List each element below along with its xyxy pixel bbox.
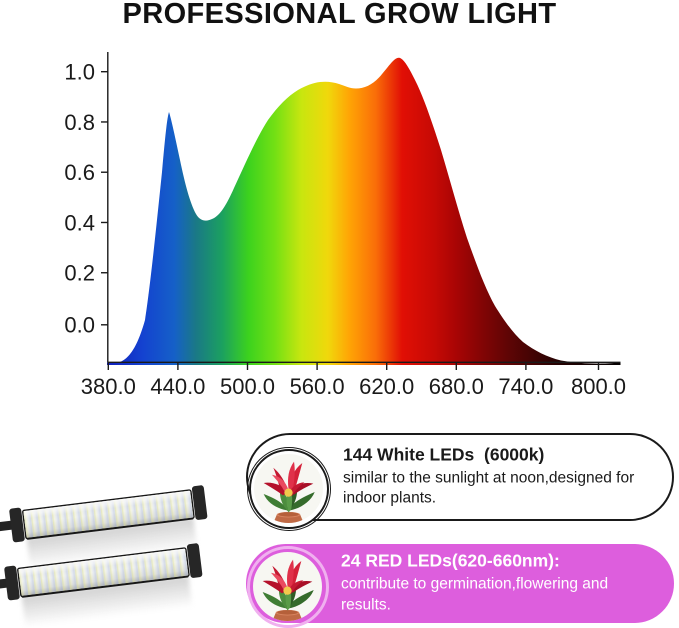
svg-text:0.2: 0.2	[64, 261, 95, 286]
svg-text:680.0: 680.0	[429, 374, 484, 399]
svg-text:1.0: 1.0	[64, 60, 95, 85]
svg-text:0.0: 0.0	[64, 313, 95, 338]
svg-text:500.0: 500.0	[220, 374, 275, 399]
svg-text:620.0: 620.0	[359, 374, 414, 399]
svg-text:0.8: 0.8	[64, 110, 95, 135]
svg-text:0.4: 0.4	[64, 210, 95, 235]
svg-text:380.0: 380.0	[81, 374, 136, 399]
svg-text:740.0: 740.0	[498, 374, 553, 399]
svg-text:440.0: 440.0	[150, 374, 205, 399]
svg-text:0.6: 0.6	[64, 160, 95, 185]
svg-text:560.0: 560.0	[290, 374, 345, 399]
svg-text:800.0: 800.0	[571, 374, 626, 399]
